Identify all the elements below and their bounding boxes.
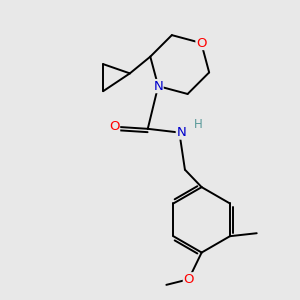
Text: N: N (153, 80, 163, 93)
Text: H: H (194, 118, 202, 131)
Text: N: N (176, 126, 186, 139)
Text: O: O (196, 37, 206, 50)
Text: O: O (109, 121, 120, 134)
Text: O: O (183, 273, 194, 286)
